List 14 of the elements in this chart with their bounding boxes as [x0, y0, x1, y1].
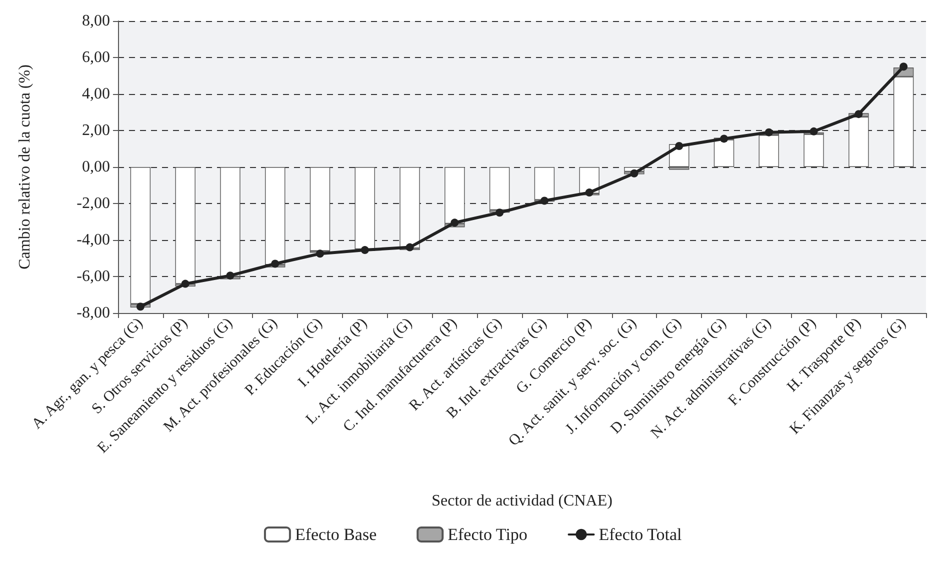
y-tick-label: 2,00 — [82, 122, 110, 139]
y-axis-title: Cambio relativo de la cuota (%) — [16, 64, 34, 270]
y-tick-label: -8,00 — [76, 304, 110, 322]
x-axis-title: Sector de actividad (CNAE) — [432, 492, 612, 510]
legend-label: Efecto Base — [294, 525, 377, 544]
y-tick-label: 6,00 — [82, 49, 110, 66]
y-tick-label: 8,00 — [82, 12, 110, 30]
legend-label: Efecto Total — [598, 525, 682, 544]
legend-label: Efecto Tipo — [448, 525, 528, 544]
y-tick-label: -6,00 — [76, 268, 110, 285]
y-tick-label: -4,00 — [76, 232, 110, 248]
y-tick-label: 4,00 — [82, 86, 110, 102]
y-tick-label: -2,00 — [76, 195, 110, 212]
y-tick-label: 0,00 — [82, 158, 110, 176]
